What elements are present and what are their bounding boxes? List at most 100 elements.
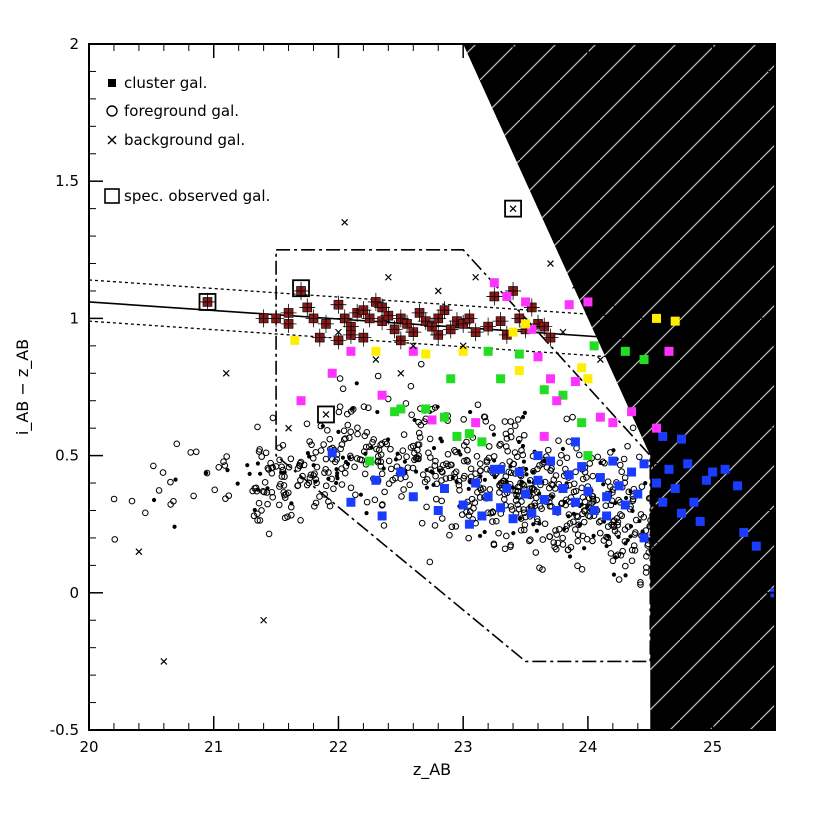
point-blue (471, 478, 481, 488)
foreground-point (287, 455, 295, 463)
foreground-point (611, 527, 619, 535)
foreground-point (442, 475, 450, 482)
point-blue (695, 516, 705, 526)
foreground-point (467, 465, 475, 473)
background-point (459, 342, 467, 350)
x-axis-title: z_AB (413, 760, 451, 780)
point-magenta (533, 352, 543, 362)
foreground-point (347, 455, 352, 461)
foreground-point (173, 477, 178, 482)
foreground-point (337, 445, 344, 453)
background-point (285, 424, 292, 432)
point-blue (627, 467, 637, 477)
point-green (496, 374, 506, 384)
foreground-point (360, 403, 368, 410)
foreground-point (285, 463, 293, 471)
foreground-point (501, 545, 509, 553)
foreground-point (263, 489, 271, 496)
foreground-point (303, 420, 311, 428)
y-tick-label: 1 (69, 309, 79, 327)
point-green (421, 404, 431, 414)
foreground-point (344, 421, 352, 429)
foreground-point (583, 535, 591, 543)
point-blue (496, 464, 506, 474)
foreground-point (235, 481, 240, 486)
point-blue (570, 437, 580, 447)
point-magenta (627, 407, 637, 417)
foreground-point (602, 502, 610, 509)
foreground-point (522, 410, 528, 416)
foreground-point (458, 452, 463, 457)
foreground-point (466, 508, 474, 516)
foreground-point (553, 531, 560, 538)
foreground-point (468, 495, 476, 503)
foreground-point (352, 491, 359, 499)
foreground-point (456, 486, 463, 494)
foreground-point (541, 520, 549, 528)
point-blue (676, 508, 686, 518)
foreground-point (533, 488, 541, 496)
foreground-point (521, 521, 529, 529)
foreground-point (374, 372, 382, 380)
foreground-point (514, 483, 522, 491)
foreground-point (281, 473, 288, 480)
point-blue (527, 508, 537, 518)
foreground-point (630, 508, 635, 513)
foreground-point (411, 449, 418, 457)
foreground-point (252, 507, 257, 513)
point-green (539, 385, 549, 395)
foreground-point (431, 462, 439, 469)
foreground-point (520, 526, 528, 534)
incomplete-region-hatch (463, 44, 775, 730)
point-magenta (408, 346, 418, 356)
foreground-point (501, 418, 509, 425)
foreground-point (651, 502, 656, 507)
foreground-point (340, 427, 348, 435)
foreground-point (280, 489, 288, 496)
foreground-point (155, 487, 163, 494)
foreground-point (349, 406, 357, 413)
foreground-point (369, 438, 376, 446)
foreground-point (159, 469, 167, 476)
foreground-point (430, 470, 435, 475)
foreground-point (511, 422, 519, 430)
point-blue (346, 497, 356, 507)
foreground-point (556, 459, 564, 467)
foreground-point (539, 460, 546, 468)
foreground-point (330, 485, 337, 493)
background-point (322, 411, 330, 418)
foreground-point (245, 463, 250, 468)
foreground-point (385, 480, 393, 487)
foreground-point (628, 557, 636, 565)
foreground-point (643, 564, 650, 571)
foreground-point (636, 453, 643, 461)
foreground-point (464, 458, 472, 465)
y-tick-label: 2 (69, 35, 79, 53)
background-point (222, 369, 230, 377)
foreground-point (631, 531, 638, 538)
foreground-point (269, 493, 276, 501)
foreground-point (316, 493, 323, 500)
foreground-point (326, 435, 334, 443)
foreground-point (496, 442, 503, 449)
foreground-point (424, 485, 429, 490)
foreground-point (650, 526, 658, 533)
point-blue (521, 489, 531, 499)
foreground-point (532, 494, 540, 502)
foreground-point (373, 445, 380, 453)
point-green (558, 390, 568, 400)
foreground-point (527, 536, 534, 544)
foreground-point (531, 469, 536, 474)
foreground-point (643, 553, 650, 560)
foreground-point (552, 472, 560, 479)
foreground-point (507, 433, 515, 441)
point-magenta (652, 423, 662, 433)
background-point (372, 356, 380, 363)
foreground-point (572, 487, 580, 495)
background-point (341, 218, 349, 226)
point-blue (739, 527, 749, 537)
foreground-point (280, 482, 288, 489)
point-blue (533, 451, 543, 461)
point-green (390, 407, 400, 417)
foreground-point (607, 449, 614, 456)
